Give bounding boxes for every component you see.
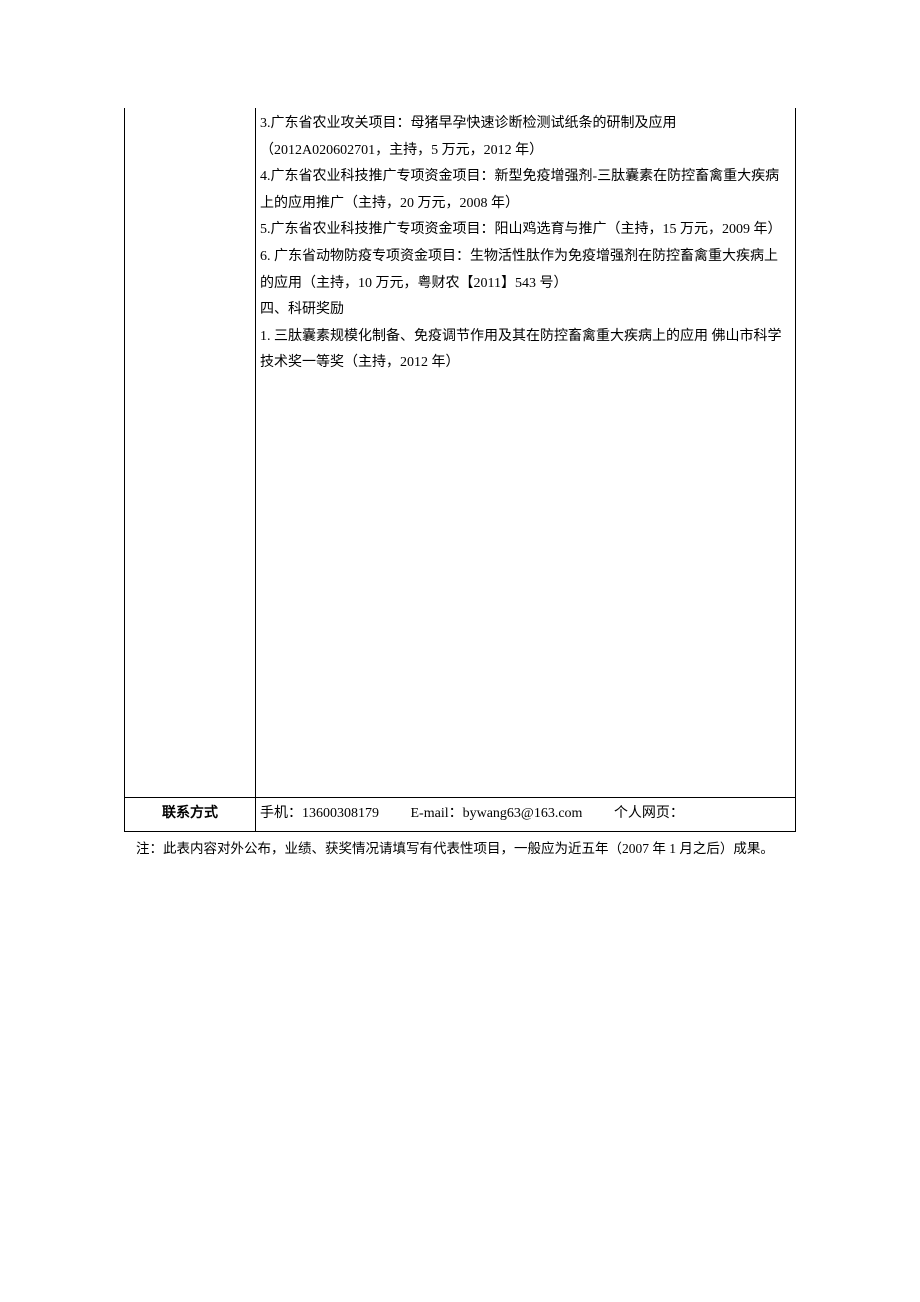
contact-phone: 手机：13600308179 — [260, 801, 379, 828]
contact-homepage: 个人网页： — [614, 801, 684, 828]
award-item: 1. 三肽囊素规模化制备、免疫调节作用及其在防控畜禽重大疾病上的应用 佛山市科学… — [260, 324, 791, 377]
achievement-item: 5.广东省农业科技推广专项资金项目：阳山鸡选育与推广（主持，15 万元，2009… — [260, 217, 791, 244]
table-row: 联系方式 手机：13600308179 E-mail：bywang63@163.… — [125, 797, 796, 831]
row-label-empty — [125, 108, 256, 797]
contact-email: E-mail：bywang63@163.com — [411, 801, 583, 828]
row-content-contact: 手机：13600308179 E-mail：bywang63@163.com 个… — [256, 797, 796, 831]
phone-value: 13600308179 — [302, 806, 379, 821]
row-label-contact: 联系方式 — [125, 797, 256, 831]
achievement-item: 4.广东省农业科技推广专项资金项目：新型免疫增强剂-三肽囊素在防控畜禽重大疾病上… — [260, 164, 791, 217]
email-label: E-mail： — [411, 806, 463, 821]
achievement-item: 6. 广东省动物防疫专项资金项目：生物活性肽作为免疫增强剂在防控畜禽重大疾病上的… — [260, 244, 791, 297]
phone-label: 手机： — [260, 806, 302, 821]
footnote-text: 注：此表内容对外公布，业绩、获奖情况请填写有代表性项目，一般应为近五年（2007… — [124, 838, 796, 860]
section-heading: 四、科研奖励 — [260, 297, 791, 324]
document-table: 3.广东省农业攻关项目：母猪早孕快速诊断检测试纸条的研制及应用（2012A020… — [124, 108, 796, 832]
email-value: bywang63@163.com — [463, 806, 583, 821]
table-row: 3.广东省农业攻关项目：母猪早孕快速诊断检测试纸条的研制及应用（2012A020… — [125, 108, 796, 797]
achievement-item: 3.广东省农业攻关项目：母猪早孕快速诊断检测试纸条的研制及应用（2012A020… — [260, 111, 791, 164]
row-content-achievements: 3.广东省农业攻关项目：母猪早孕快速诊断检测试纸条的研制及应用（2012A020… — [256, 108, 796, 797]
homepage-label: 个人网页： — [614, 806, 684, 821]
